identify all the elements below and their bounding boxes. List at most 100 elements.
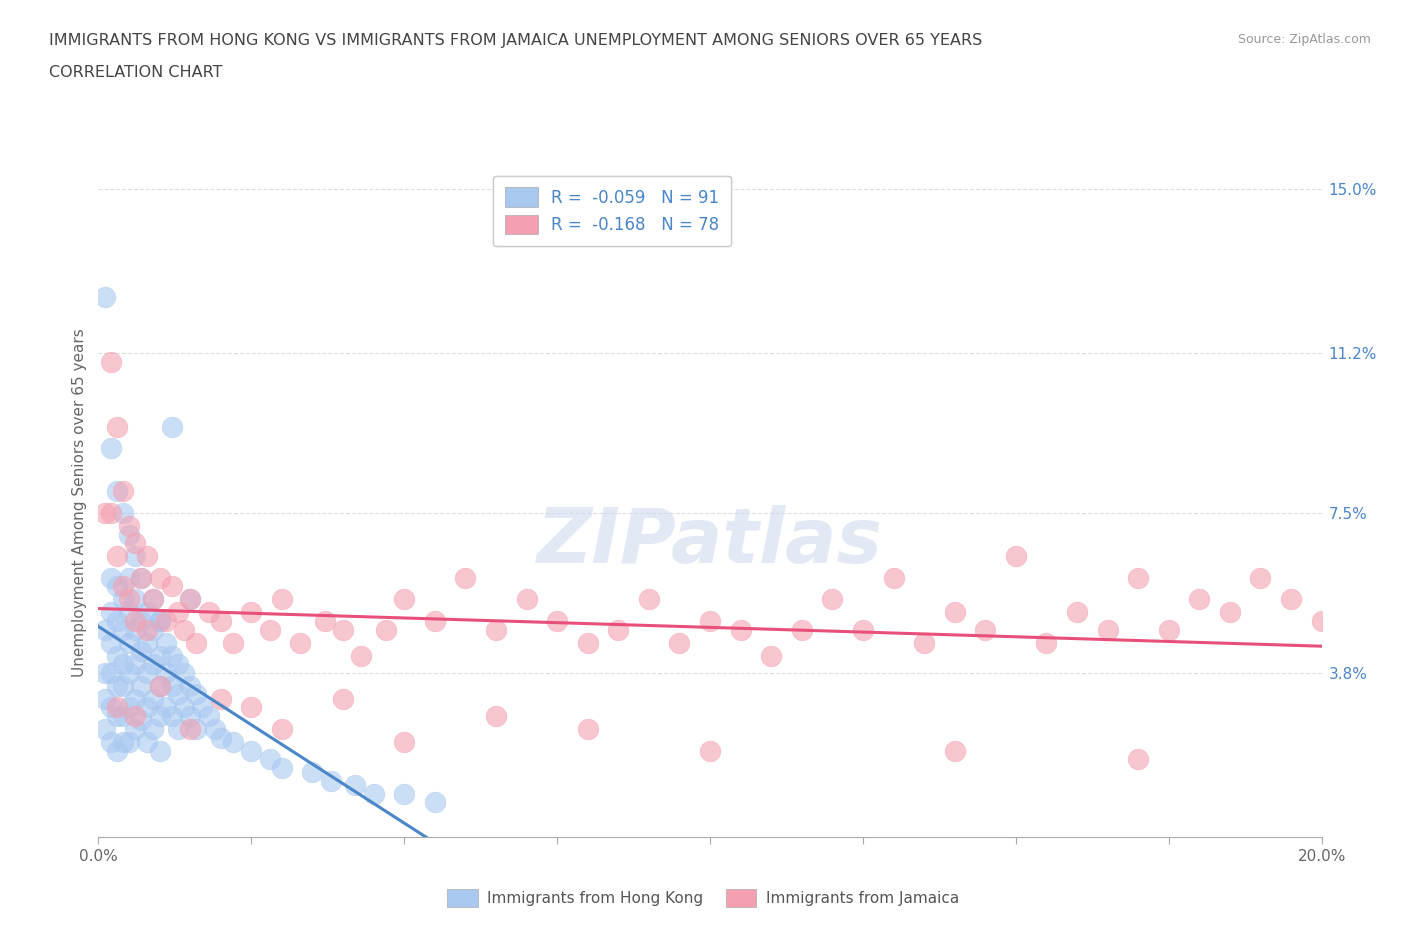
- Point: [332, 691, 354, 706]
- Point: [136, 622, 159, 637]
- Point: [155, 665, 177, 680]
- Point: [852, 622, 875, 637]
- Point: [790, 622, 813, 637]
- Point: [454, 570, 477, 585]
- Point: [1066, 604, 1088, 619]
- Point: [392, 592, 416, 607]
- Point: [179, 592, 201, 607]
- Point: [485, 709, 508, 724]
- Point: [93, 665, 115, 680]
- Point: [259, 751, 281, 766]
- Point: [222, 735, 245, 750]
- Point: [136, 700, 159, 715]
- Y-axis label: Unemployment Among Seniors over 65 years: Unemployment Among Seniors over 65 years: [72, 328, 87, 677]
- Point: [118, 570, 141, 585]
- Point: [155, 700, 177, 715]
- Point: [124, 622, 146, 637]
- Point: [105, 700, 128, 715]
- Point: [124, 614, 146, 629]
- Point: [111, 735, 134, 750]
- Point: [136, 635, 159, 650]
- Point: [392, 735, 416, 750]
- Point: [259, 622, 281, 637]
- Text: CORRELATION CHART: CORRELATION CHART: [49, 65, 222, 80]
- Point: [118, 635, 141, 650]
- Point: [186, 687, 208, 702]
- Point: [1004, 549, 1026, 564]
- Point: [883, 570, 905, 585]
- Point: [167, 657, 190, 671]
- Point: [186, 722, 208, 737]
- Point: [160, 579, 183, 594]
- Point: [142, 657, 165, 671]
- Point: [1128, 570, 1150, 585]
- Point: [149, 614, 172, 629]
- Point: [179, 678, 201, 693]
- Point: [1128, 751, 1150, 766]
- Point: [1219, 604, 1241, 619]
- Point: [111, 622, 134, 637]
- Point: [129, 678, 152, 693]
- Point: [160, 678, 183, 693]
- Point: [100, 635, 122, 650]
- Point: [576, 722, 599, 737]
- Point: [105, 709, 128, 724]
- Point: [111, 709, 134, 724]
- Point: [173, 665, 195, 680]
- Point: [100, 604, 122, 619]
- Point: [912, 635, 935, 650]
- Point: [167, 604, 190, 619]
- Point: [142, 592, 165, 607]
- Point: [149, 709, 172, 724]
- Point: [105, 648, 128, 663]
- Point: [607, 622, 630, 637]
- Point: [93, 691, 115, 706]
- Point: [222, 635, 245, 650]
- Point: [374, 622, 396, 637]
- Text: IMMIGRANTS FROM HONG KONG VS IMMIGRANTS FROM JAMAICA UNEMPLOYMENT AMONG SENIORS : IMMIGRANTS FROM HONG KONG VS IMMIGRANTS …: [49, 33, 983, 47]
- Point: [129, 644, 152, 658]
- Point: [149, 570, 172, 585]
- Point: [111, 506, 134, 521]
- Point: [118, 735, 141, 750]
- Point: [204, 722, 226, 737]
- Point: [730, 622, 752, 637]
- Point: [363, 787, 385, 802]
- Point: [668, 635, 690, 650]
- Point: [392, 787, 416, 802]
- Point: [111, 678, 134, 693]
- Point: [149, 648, 172, 663]
- Point: [129, 570, 152, 585]
- Point: [149, 743, 172, 758]
- Point: [699, 614, 721, 629]
- Point: [699, 743, 721, 758]
- Point: [118, 527, 141, 542]
- Point: [173, 622, 195, 637]
- Text: Source: ZipAtlas.com: Source: ZipAtlas.com: [1237, 33, 1371, 46]
- Point: [100, 570, 122, 585]
- Point: [179, 592, 201, 607]
- Point: [93, 622, 115, 637]
- Point: [124, 592, 146, 607]
- Point: [100, 506, 122, 521]
- Point: [124, 722, 146, 737]
- Point: [124, 691, 146, 706]
- Point: [118, 700, 141, 715]
- Point: [197, 604, 219, 619]
- Point: [155, 635, 177, 650]
- Point: [1310, 614, 1333, 629]
- Point: [160, 419, 183, 434]
- Point: [100, 665, 122, 680]
- Point: [129, 713, 152, 728]
- Point: [943, 604, 966, 619]
- Point: [209, 730, 232, 745]
- Point: [160, 648, 183, 663]
- Point: [314, 614, 336, 629]
- Point: [167, 722, 190, 737]
- Point: [576, 635, 599, 650]
- Point: [118, 519, 141, 534]
- Point: [240, 743, 263, 758]
- Point: [105, 549, 128, 564]
- Point: [93, 506, 115, 521]
- Point: [270, 722, 292, 737]
